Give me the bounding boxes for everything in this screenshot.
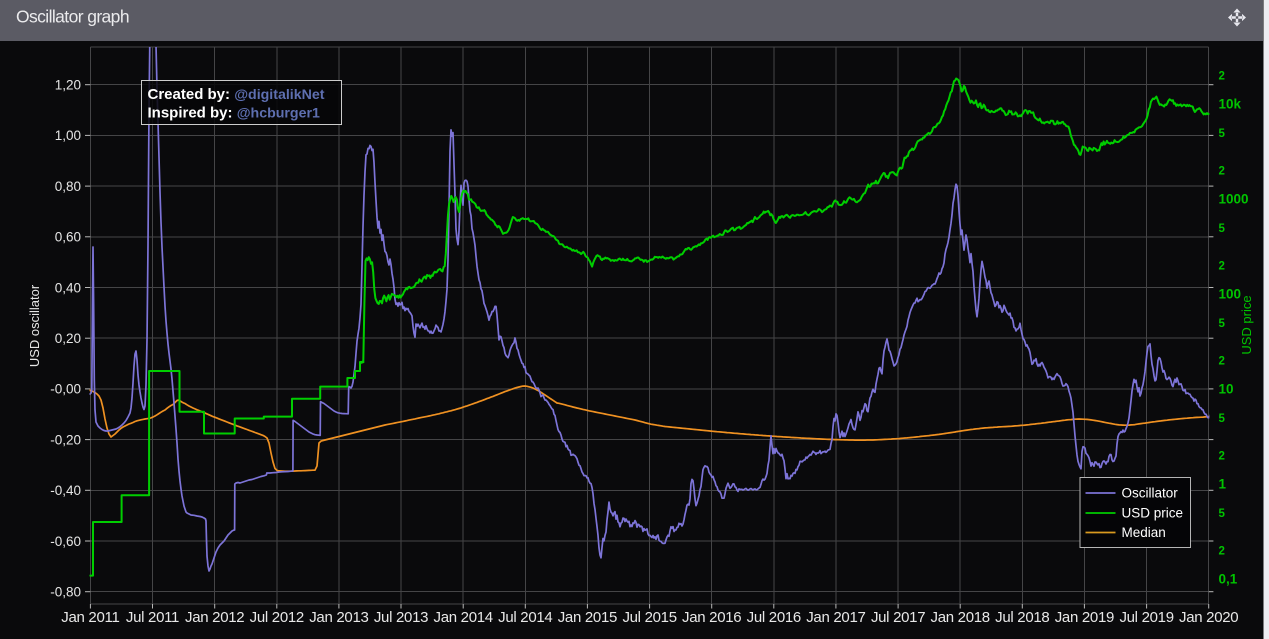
svg-text:2: 2 [1219,546,1225,558]
svg-text:5: 5 [1219,413,1226,425]
svg-text:Jul 2015: Jul 2015 [622,609,676,626]
svg-text:Jan 2019: Jan 2019 [1055,609,1114,626]
svg-text:2: 2 [1219,356,1225,368]
svg-text:Jan 2015: Jan 2015 [558,609,617,626]
svg-text:0,80: 0,80 [55,179,81,194]
svg-text:0,40: 0,40 [55,280,81,295]
svg-text:Jul 2014: Jul 2014 [498,609,552,626]
svg-text:Jul 2017: Jul 2017 [871,609,925,626]
svg-text:100: 100 [1219,286,1242,301]
svg-text:Jan 2018: Jan 2018 [931,609,990,626]
svg-text:USD price: USD price [1239,295,1254,354]
svg-text:Jul 2018: Jul 2018 [995,609,1049,626]
svg-text:1: 1 [1219,476,1227,491]
svg-text:Median: Median [1122,525,1166,540]
svg-text:Jan 2017: Jan 2017 [806,609,865,626]
svg-text:Jan 2014: Jan 2014 [434,609,493,626]
svg-text:Jul 2012: Jul 2012 [250,609,304,626]
svg-text:-0,20: -0,20 [50,432,81,447]
svg-text:2: 2 [1219,261,1225,273]
svg-text:2: 2 [1219,451,1225,463]
svg-text:Jul 2011: Jul 2011 [126,609,179,626]
svg-text:10k: 10k [1219,96,1242,111]
svg-text:Jan 2012: Jan 2012 [185,609,244,626]
svg-text:1000: 1000 [1219,191,1249,206]
svg-text:-0,80: -0,80 [50,585,81,600]
svg-text:Inspired by: @hcburger1: Inspired by: @hcburger1 [148,105,321,122]
svg-text:Jul 2019: Jul 2019 [1119,609,1173,626]
svg-text:5: 5 [1219,223,1226,235]
svg-text:Jul 2013: Jul 2013 [374,609,428,626]
svg-text:0,60: 0,60 [55,230,81,245]
svg-text:-0,60: -0,60 [50,534,81,549]
svg-text:Jan 2020: Jan 2020 [1179,609,1238,626]
svg-text:USD oscillator: USD oscillator [27,284,42,367]
svg-text:5: 5 [1219,508,1226,520]
svg-text:5: 5 [1219,318,1226,330]
svg-text:Oscillator: Oscillator [1122,486,1179,501]
svg-text:Jan 2013: Jan 2013 [309,609,368,626]
svg-text:-0,00: -0,00 [50,382,81,397]
svg-text:5: 5 [1219,128,1226,140]
svg-text:USD price: USD price [1122,506,1184,521]
svg-text:-0,40: -0,40 [50,483,81,498]
svg-text:0,20: 0,20 [55,331,81,346]
svg-text:2: 2 [1219,166,1225,178]
svg-text:0,1: 0,1 [1219,571,1238,586]
svg-text:10: 10 [1219,381,1234,396]
svg-text:Jan 2016: Jan 2016 [682,609,741,626]
svg-text:1,20: 1,20 [55,78,81,93]
svg-text:Jul 2016: Jul 2016 [747,609,801,626]
svg-text:1,00: 1,00 [55,128,81,143]
svg-text:Created by: @digitalikNet: Created by: @digitalikNet [148,86,325,103]
svg-text:Jan 2011: Jan 2011 [61,609,119,626]
svg-text:Oscillator graph: Oscillator graph [16,7,129,27]
svg-text:2: 2 [1219,71,1225,83]
